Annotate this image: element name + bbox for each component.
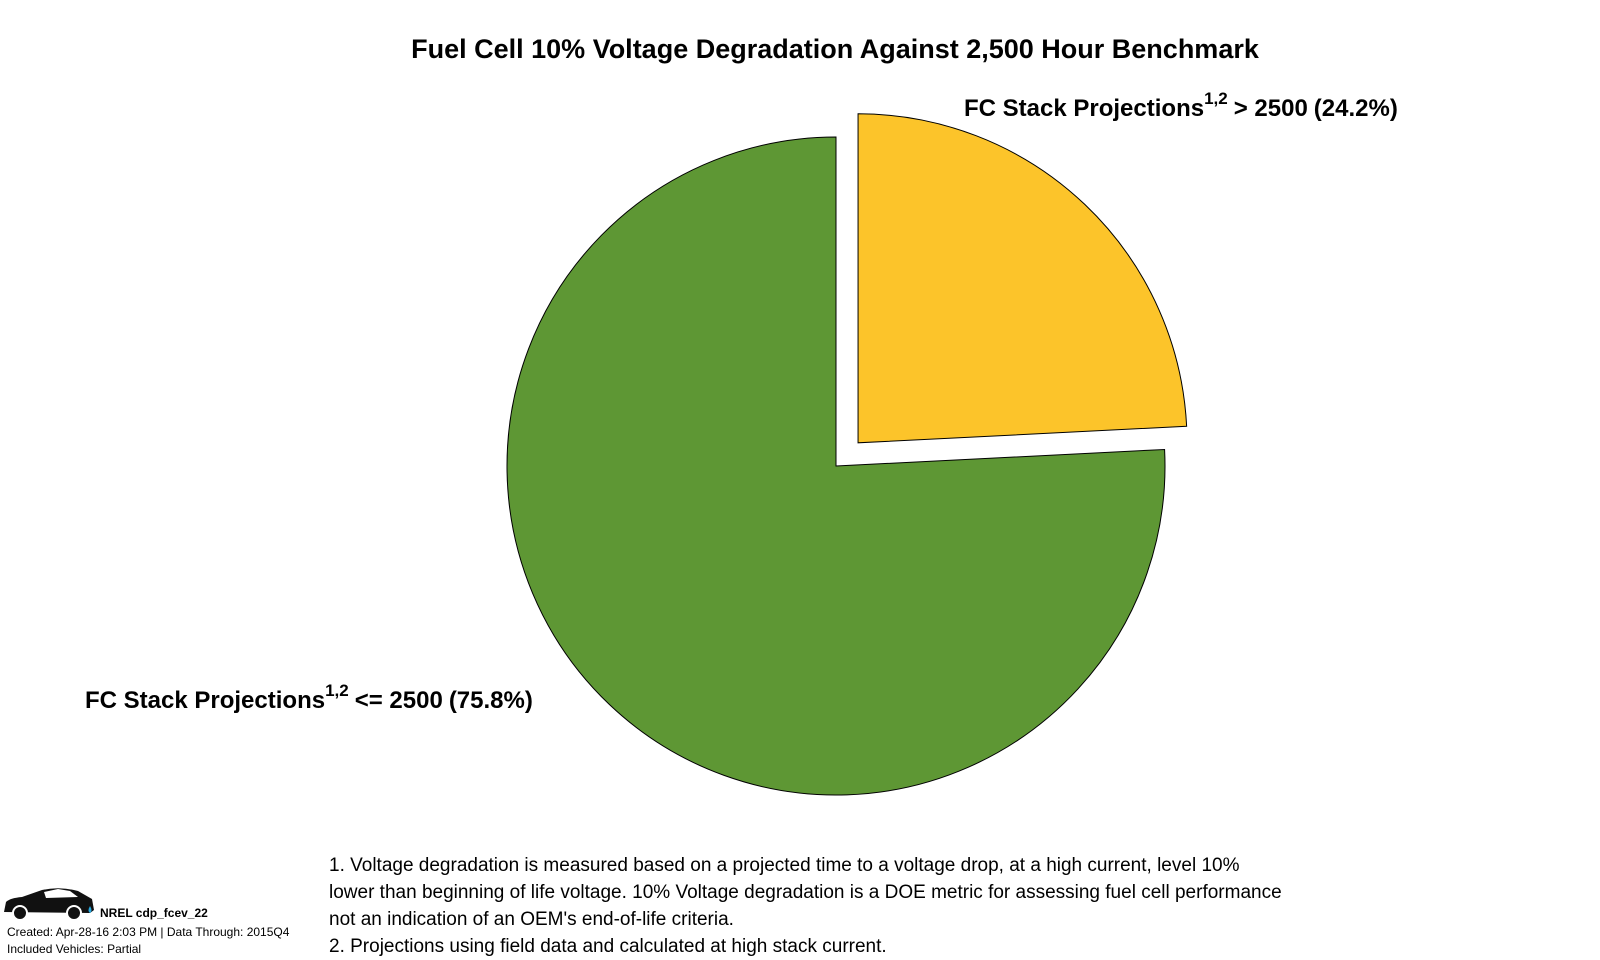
footnote: not an indication of an OEM's end-of-lif… (329, 909, 734, 930)
footnote-mark: 1,2 (1204, 89, 1228, 108)
footnote: 2. Projections using field data and calc… (329, 936, 887, 957)
footer-id: NREL cdp_fcev_22 (100, 906, 208, 920)
slice-label: FC Stack Projections1,2 <= 2500 (75.8%) (85, 681, 533, 714)
footer-created: Created: Apr-28-16 2:03 PM | Data Throug… (7, 925, 290, 939)
label-prefix: FC Stack Projections (85, 687, 325, 714)
category-label: > 2500 (1234, 95, 1308, 122)
value-label: (75.8%) (449, 687, 533, 714)
car-icon (4, 888, 94, 921)
slice-label: FC Stack Projections1,2 > 2500 (24.2%) (964, 89, 1398, 122)
pie-slice (857, 113, 1188, 444)
footnote: 1. Voltage degradation is measured based… (329, 855, 1240, 876)
category-label: <= 2500 (355, 687, 443, 714)
chart-title: Fuel Cell 10% Voltage Degradation Agains… (411, 34, 1260, 64)
footnote: lower than beginning of life voltage. 10… (329, 882, 1282, 903)
footnote-mark: 1,2 (325, 681, 349, 700)
pie-slice (506, 136, 1166, 796)
value-label: (24.2%) (1314, 95, 1398, 122)
footer-vehicles: Included Vehicles: Partial (7, 942, 141, 956)
label-prefix: FC Stack Projections (964, 95, 1204, 122)
